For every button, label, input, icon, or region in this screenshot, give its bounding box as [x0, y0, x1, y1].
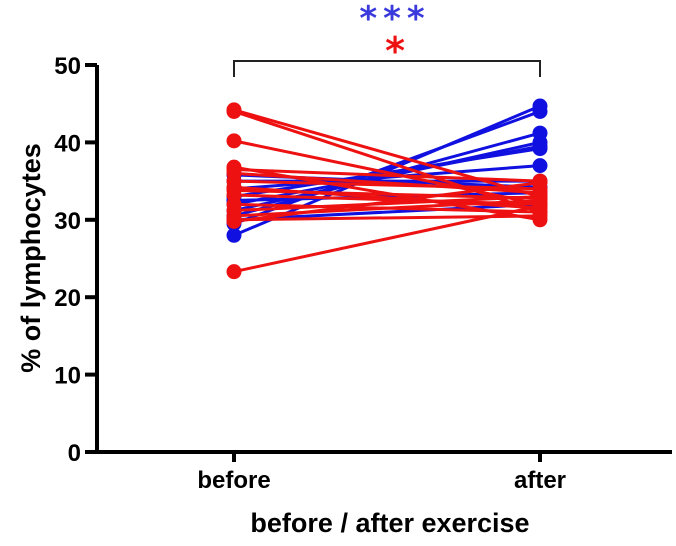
pair-line	[233, 164, 541, 191]
data-point	[226, 133, 242, 149]
significance-annotation-red: *	[385, 29, 405, 73]
x-tick-label: before	[197, 467, 270, 494]
data-point	[226, 213, 242, 229]
x-ticks: before after	[197, 452, 566, 494]
data-point	[532, 175, 548, 191]
data-point	[226, 264, 242, 280]
data-point	[532, 141, 548, 157]
data-point	[226, 227, 242, 243]
data-point	[532, 103, 548, 119]
data-point	[226, 103, 242, 119]
data-points	[226, 98, 548, 280]
pair-line	[233, 198, 541, 218]
x-axis-title: before / after exercise	[250, 508, 529, 538]
y-axis-title: % of lymphocytes	[16, 143, 46, 373]
data-point	[532, 198, 548, 214]
pair-line	[233, 108, 541, 199]
significance-annotation-blue: ***	[359, 0, 430, 39]
axes	[95, 65, 672, 454]
pair-line	[233, 110, 541, 214]
pair-line	[233, 181, 541, 223]
pair-lines	[233, 104, 541, 274]
y-tick-label: 10	[54, 363, 81, 390]
y-tick-label: 20	[54, 285, 81, 312]
y-tick-label: 40	[54, 130, 81, 157]
x-tick-label: after	[514, 467, 566, 494]
pair-line	[233, 204, 541, 274]
pair-line	[233, 188, 541, 200]
pair-line	[233, 195, 541, 213]
data-point	[532, 158, 548, 174]
pair-line	[233, 202, 541, 222]
y-tick-label: 0	[68, 440, 81, 467]
y-tick-label: 50	[54, 53, 81, 80]
pair-line	[233, 167, 541, 183]
pair-line	[233, 179, 541, 191]
pair-line	[233, 139, 541, 206]
y-ticks: 0 10 20 30 40 50	[54, 53, 97, 467]
significance-bracket	[233, 60, 541, 77]
y-tick-label: 30	[54, 208, 81, 235]
